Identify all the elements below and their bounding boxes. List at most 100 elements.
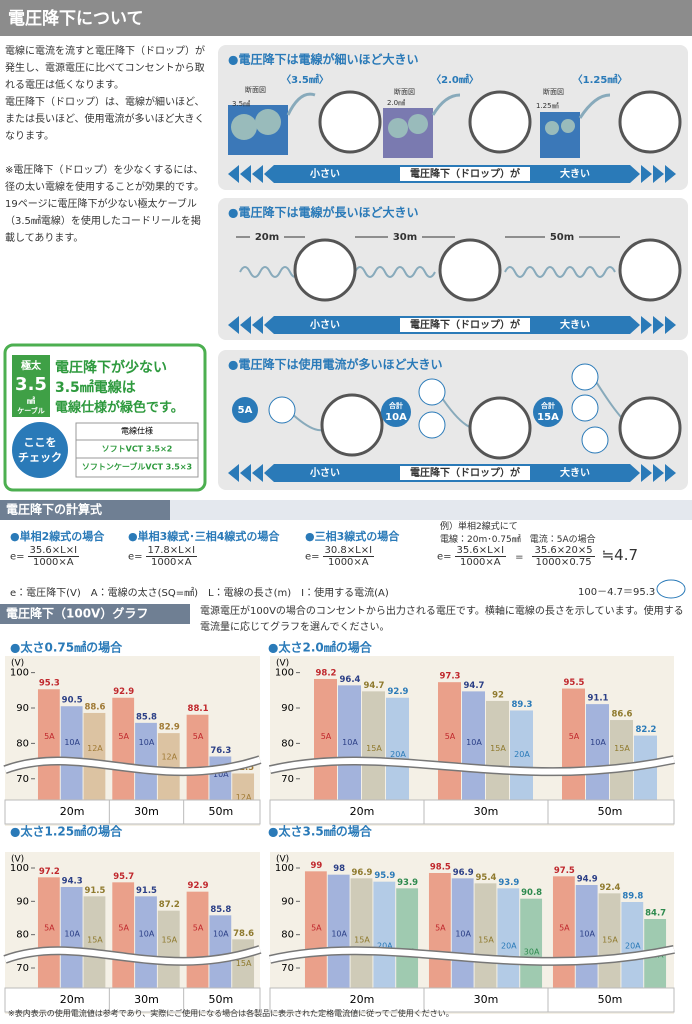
value-label: 91.5 <box>136 886 157 896</box>
value-label: 98.5 <box>430 863 451 873</box>
series-label: 10A <box>139 930 155 939</box>
size-note: 3.5㎟ <box>232 100 250 108</box>
example-formula: e= 35.6×L×I 1000×A = 35.6×20×5 1000×0.75 ≒4.7 <box>437 545 638 568</box>
lhs: e= <box>128 551 143 563</box>
value-label: 90.5 <box>62 696 83 706</box>
y-tick-label: 100 <box>10 668 29 679</box>
bar <box>112 697 135 800</box>
example-condition: 電線：20m･0.75㎟ 電流：5Aの場合 <box>440 535 596 545</box>
bar <box>362 691 385 800</box>
series-label: 20A <box>390 750 406 759</box>
x-tick-label: 50m <box>598 993 623 1006</box>
lhs: e= <box>10 551 25 563</box>
graph-description: 電源電圧が100Vの場合のコンセントから出力される電圧です。横軸に電線の長さを示… <box>200 606 684 633</box>
section-bar <box>0 604 190 624</box>
panel-title: ●電圧降下は電線が細いほど大きい <box>228 52 418 67</box>
value-label: 95.5 <box>564 678 585 688</box>
bar <box>135 896 157 988</box>
category-strip <box>4 799 261 825</box>
series-label: 10A <box>579 930 595 939</box>
bar <box>327 874 350 988</box>
footnote: ※表内表示の使用電流値は参考であり、実際にご使用になる場合は各製品に表示された定… <box>8 1009 454 1018</box>
y-axis-label: (V) <box>276 659 289 669</box>
denominator: 1000×A <box>327 557 369 568</box>
formula: e= 35.6×L×I 1000×A <box>10 545 82 568</box>
value-label: 82.9 <box>159 723 180 733</box>
y-tick-label: 70 <box>281 774 294 785</box>
badge-text: ケーブル <box>17 406 45 415</box>
arrow-head <box>240 464 251 482</box>
y-tick-label: 70 <box>16 963 29 974</box>
note: ※電圧降下（ドロップ）を少なくするには、径の太い電線を使用することが効果的です。… <box>5 165 204 244</box>
series-label: 15A <box>236 959 252 968</box>
axis-break <box>269 756 675 775</box>
series-label: 10A <box>64 738 80 747</box>
value-label: 86.6 <box>612 710 633 720</box>
badge <box>12 355 50 417</box>
x-tick-label: 20m <box>350 805 375 818</box>
section-bar <box>0 500 692 520</box>
x-tick-label: 20m <box>350 993 375 1006</box>
bar <box>37 877 60 988</box>
value-label: 95.7 <box>113 872 134 882</box>
value-label: 91.1 <box>588 694 609 704</box>
value-label: 94.3 <box>62 877 83 887</box>
value-label: 94.7 <box>364 681 385 691</box>
value-label: 92.9 <box>113 687 134 697</box>
arrow-head <box>252 165 263 183</box>
cross-sections <box>228 90 682 158</box>
legend: e：電圧降下(V) A：電線の太さ(SQ=㎟) L：電線の長さ(m) I：使用す… <box>10 584 389 599</box>
bar <box>610 720 633 800</box>
y-tick-label: 80 <box>16 738 29 749</box>
numerator: 30.8×L×I <box>322 545 375 557</box>
y-tick-label: 90 <box>16 703 29 714</box>
series-label: 20A <box>501 942 517 951</box>
header-bar <box>0 0 692 36</box>
value-label: 92.9 <box>188 881 209 891</box>
current-art <box>232 363 682 460</box>
bar <box>497 888 520 988</box>
value-label: 97.5 <box>554 866 575 876</box>
callout-line: 電線仕様が緑色です。 <box>55 400 184 416</box>
bar <box>562 688 585 800</box>
section-label: 断面図 <box>245 85 266 94</box>
arrow-head <box>641 464 652 482</box>
value-label: 92.4 <box>600 883 621 893</box>
badge-text: 極太 <box>21 359 42 372</box>
value-label: 94.7 <box>464 681 485 691</box>
formula: e= 30.8×L×I 1000×A <box>305 545 377 568</box>
bar <box>338 685 361 800</box>
value-label: 85.8 <box>210 905 231 915</box>
y-tick-label: 100 <box>10 863 29 874</box>
x-tick-label: 50m <box>208 805 233 818</box>
value-label: 92 <box>492 690 504 700</box>
length-label: 50m <box>550 232 574 243</box>
paragraph: 電圧降下（ドロップ）は、電線が細いほど、または長いほど、使用電流が多いほど大きく… <box>5 97 205 142</box>
paragraph: 電線に電流を流すと電圧降下（ドロップ）が発生し、電源電圧に比べてコンセントから取… <box>5 46 205 91</box>
series-label: 15A <box>602 936 618 945</box>
chart-title: ●太さ0.75㎟の場合 <box>10 640 123 655</box>
value-label: 88.1 <box>188 704 209 714</box>
series-label: 10A <box>213 770 229 779</box>
series-label: 5A <box>569 732 580 741</box>
approx: ≒4.7 <box>601 545 639 564</box>
series-label: 10A <box>455 930 471 939</box>
result-circle <box>656 579 686 599</box>
series-label: 10A <box>139 738 155 747</box>
y-tick-label: 100 <box>275 668 294 679</box>
y-axis-label: (V) <box>11 855 24 865</box>
y-tick-label: 90 <box>16 896 29 907</box>
bar <box>373 881 396 988</box>
y-tick-label: 80 <box>281 738 294 749</box>
series-label: 15A <box>161 936 177 945</box>
arrow-right: 大きい <box>560 318 590 331</box>
value-label: 98.2 <box>316 668 337 678</box>
series-label: 5A <box>445 732 456 741</box>
callout-line: 3.5㎟電線は <box>55 379 136 396</box>
series-label: 10A <box>213 930 229 939</box>
value-label: 89.3 <box>512 700 533 710</box>
value-label: 93.9 <box>498 878 519 888</box>
legend-item: L：電線の長さ(m) <box>208 588 292 599</box>
series-label: 10A <box>590 738 606 747</box>
